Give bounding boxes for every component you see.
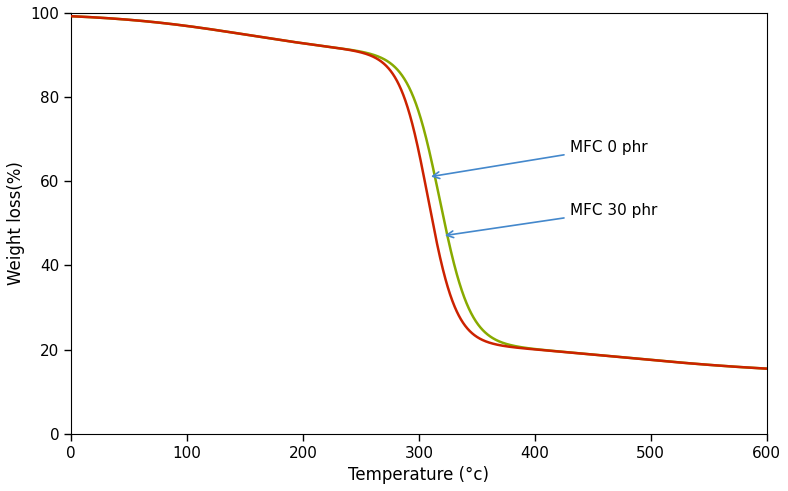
Y-axis label: Weight loss(%): Weight loss(%) (7, 162, 25, 285)
Text: MFC 0 phr: MFC 0 phr (433, 140, 647, 179)
Text: MFC 30 phr: MFC 30 phr (447, 203, 657, 238)
X-axis label: Temperature (°c): Temperature (°c) (348, 466, 489, 484)
